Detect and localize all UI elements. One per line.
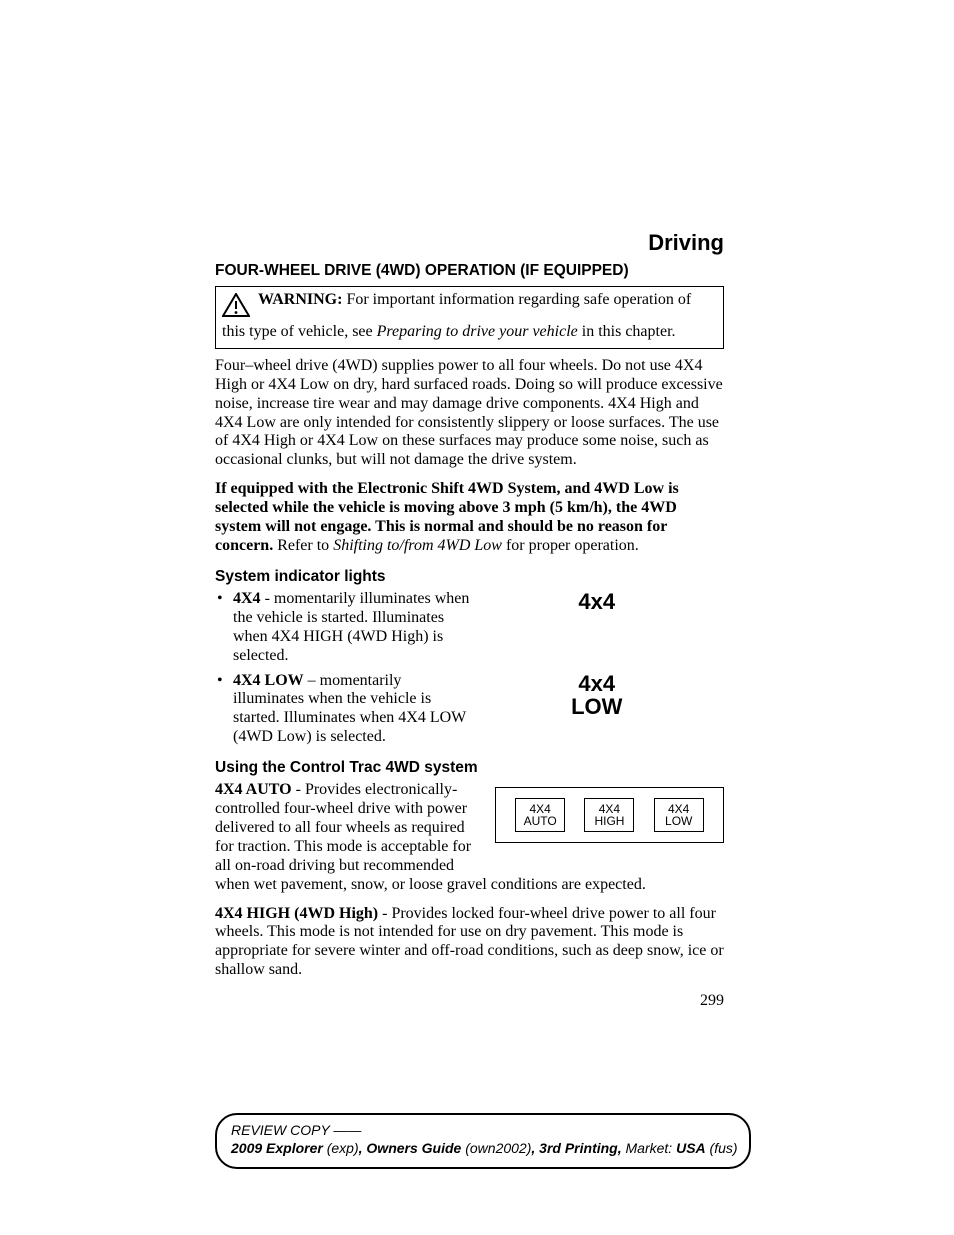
chapter-title: Driving bbox=[215, 230, 724, 256]
footer-t2: (exp) bbox=[323, 1140, 359, 1156]
control-l2: LOW bbox=[665, 815, 692, 828]
page-number: 299 bbox=[215, 992, 724, 1011]
document-page: Driving FOUR-WHEEL DRIVE (4WD) OPERATION… bbox=[0, 0, 954, 1235]
footer-t4: (own2002) bbox=[461, 1140, 531, 1156]
bullet-text: 4X4 LOW – momentarily illuminates when t… bbox=[215, 672, 470, 748]
warning-text: WARNING: For important information regar… bbox=[222, 291, 691, 340]
high-bold: 4X4 HIGH (4WD High) bbox=[215, 905, 378, 922]
control-button-high: 4X4 HIGH bbox=[584, 798, 634, 832]
footer-t7: USA bbox=[676, 1140, 706, 1156]
paragraph-2: If equipped with the Electronic Shift 4W… bbox=[215, 480, 724, 556]
warning-box: WARNING: For important information regar… bbox=[215, 286, 724, 349]
control-l2: HIGH bbox=[594, 815, 624, 828]
bullet-rest: - momentarily illuminates when the vehic… bbox=[233, 590, 469, 664]
bullet-row: 4X4 - momentarily illuminates when the v… bbox=[215, 590, 724, 666]
footer-t8: (fus) bbox=[706, 1140, 738, 1156]
warning-icon bbox=[222, 293, 250, 323]
warning-label: WARNING: bbox=[258, 291, 342, 308]
auto-row: 4X4 AUTO - Provides electronically-contr… bbox=[215, 781, 724, 875]
bullet-bold: 4X4 bbox=[233, 590, 261, 607]
footer-t3: , Owners Guide bbox=[359, 1140, 462, 1156]
control-button-low: 4X4 LOW bbox=[654, 798, 704, 832]
control-button-auto: 4X4 AUTO bbox=[515, 798, 565, 832]
indicator-4x4-low: 4x4 LOW bbox=[470, 672, 725, 718]
bullet-bold: 4X4 LOW bbox=[233, 672, 304, 689]
indicator-4x4: 4x4 bbox=[470, 590, 725, 613]
footer-t1: 2009 Explorer bbox=[231, 1140, 323, 1156]
auto-wrap-text: when wet pavement, snow, or loose gravel… bbox=[215, 876, 724, 895]
control-diagram: 4X4 AUTO 4X4 HIGH 4X4 LOW bbox=[495, 781, 724, 843]
warning-italic: Preparing to drive your vehicle bbox=[377, 323, 578, 340]
control-l2: AUTO bbox=[524, 815, 557, 828]
section-heading: FOUR-WHEEL DRIVE (4WD) OPERATION (IF EQU… bbox=[215, 262, 724, 280]
paragraph-1: Four–wheel drive (4WD) supplies power to… bbox=[215, 357, 724, 470]
indicator-line1: 4x4 bbox=[470, 590, 725, 613]
footer-review: REVIEW COPY —— bbox=[231, 1121, 739, 1139]
para2-italic: Shifting to/from 4WD Low bbox=[333, 537, 502, 554]
subheading-control: Using the Control Trac 4WD system bbox=[215, 759, 724, 777]
footer-box: REVIEW COPY —— 2009 Explorer (exp), Owne… bbox=[215, 1113, 751, 1169]
indicator-line1: 4x4 bbox=[470, 672, 725, 695]
indicator-line2: LOW bbox=[470, 695, 725, 718]
control-box: 4X4 AUTO 4X4 HIGH 4X4 LOW bbox=[495, 787, 724, 843]
para2-after: for proper operation. bbox=[502, 537, 639, 554]
footer-t5: , 3rd Printing, bbox=[531, 1140, 621, 1156]
footer-t6: Market: bbox=[622, 1140, 676, 1156]
bullet-text: 4X4 - momentarily illuminates when the v… bbox=[215, 590, 470, 666]
bullet-row: 4X4 LOW – momentarily illuminates when t… bbox=[215, 672, 724, 748]
warning-after: in this chapter. bbox=[578, 323, 676, 340]
paragraph-high: 4X4 HIGH (4WD High) - Provides locked fo… bbox=[215, 905, 724, 981]
para2-before: Refer to bbox=[273, 537, 333, 554]
footer-line: 2009 Explorer (exp), Owners Guide (own20… bbox=[231, 1139, 739, 1157]
subheading-indicators: System indicator lights bbox=[215, 568, 724, 586]
auto-bold: 4X4 AUTO bbox=[215, 781, 292, 798]
auto-left-text: 4X4 AUTO - Provides electronically-contr… bbox=[215, 781, 495, 875]
